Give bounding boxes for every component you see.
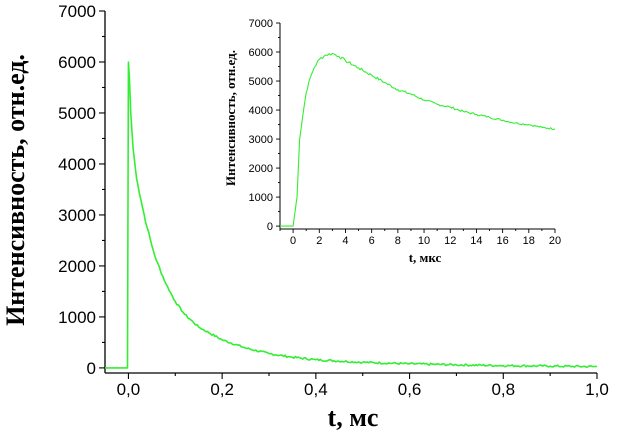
main-x-tick-label: 0,6 — [398, 380, 422, 399]
main-y-tick-label: 5000 — [58, 104, 96, 123]
inset-x-tick-label: 4 — [342, 235, 348, 247]
inset-y-tick-label: 0 — [267, 221, 273, 233]
main-x-tick-label: 0,4 — [304, 380, 328, 399]
main-x-axis-title: t, мс — [328, 403, 379, 432]
inset-x-tick-label: 0 — [290, 235, 296, 247]
inset-chart: 0 2 4 6 8 10 12 14 16 18 20 0 1000 2000 3000 4000 5000 60… — [249, 18, 562, 247]
inset-x-tick-label: 18 — [523, 235, 535, 247]
inset-x-tick-label: 20 — [549, 235, 561, 247]
inset-x-tick-label: 14 — [470, 235, 482, 247]
inset-y-tick-label: 7000 — [249, 18, 273, 30]
main-y-tick-label: 3000 — [58, 206, 96, 225]
main-x-tick-label: 0,0 — [117, 380, 141, 399]
main-y-tick-label: 1000 — [58, 308, 96, 327]
main-y-tick-label: 0 — [87, 359, 96, 378]
inset-y-tick-label: 2000 — [249, 163, 273, 175]
inset-y-tick-label: 5000 — [249, 76, 273, 88]
main-x-tick-label: 0,2 — [210, 380, 234, 399]
main-y-tick-label: 6000 — [58, 53, 96, 72]
main-y-tick-label: 4000 — [58, 155, 96, 174]
main-x-tick-label: 0,8 — [491, 380, 515, 399]
main-x-tick-label: 1,0 — [585, 380, 609, 399]
inset-x-tick-label: 8 — [395, 235, 401, 247]
main-y-axis-title: Интенсивность, отн.ед. — [1, 54, 30, 326]
inset-x-tick-label: 2 — [316, 235, 322, 247]
inset-x-tick-label: 6 — [369, 235, 375, 247]
inset-x-tick-label: 10 — [418, 235, 430, 247]
inset-series-line — [280, 52, 556, 227]
main-chart: 0,0 0,2 0,4 0,6 0,8 1,00100020003000400050006… — [58, 2, 609, 399]
inset-y-axis-title: Интенсивность, отн.ед. — [223, 50, 238, 186]
inset-x-tick-label: 16 — [496, 235, 508, 247]
main-y-tick-label: 7000 — [58, 2, 96, 21]
inset-y-tick-label: 6000 — [249, 47, 273, 59]
inset-y-tick-label: 3000 — [249, 134, 273, 146]
inset-x-axis-title: t, мкс — [409, 250, 442, 265]
inset-x-tick-label: 12 — [444, 235, 456, 247]
inset-y-tick-label: 4000 — [249, 105, 273, 117]
inset-y-tick-label: 1000 — [249, 192, 273, 204]
main-series-line — [105, 61, 598, 369]
main-y-tick-label: 2000 — [58, 257, 96, 276]
